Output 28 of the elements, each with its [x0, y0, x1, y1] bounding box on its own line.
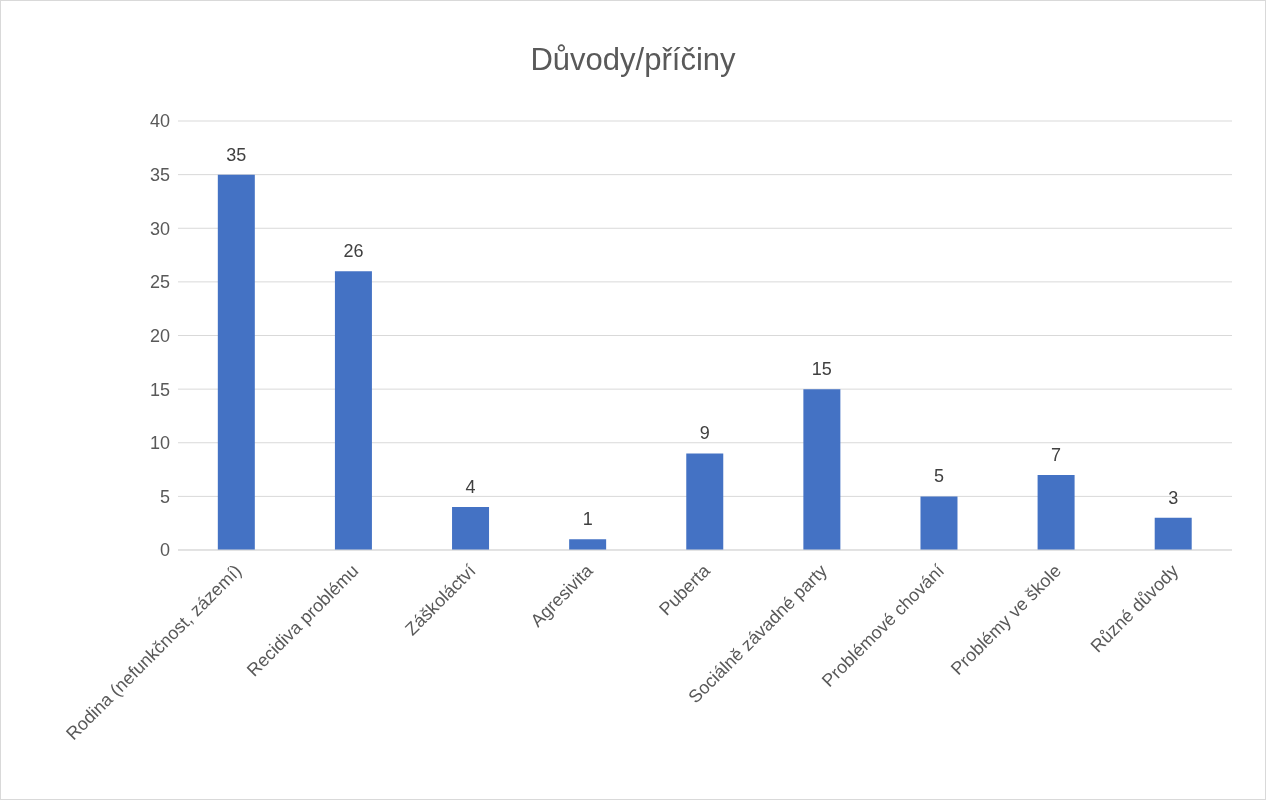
bar — [569, 539, 607, 550]
y-tick-label: 35 — [149, 165, 170, 186]
y-tick-label: 10 — [149, 433, 170, 454]
bar — [686, 453, 724, 550]
data-label: 35 — [226, 144, 247, 165]
bar — [1037, 474, 1075, 550]
data-label: 5 — [933, 466, 944, 487]
bar — [334, 271, 372, 550]
bar — [803, 389, 841, 550]
data-label: 9 — [699, 423, 710, 444]
y-tick-label: 30 — [149, 218, 170, 239]
data-label: 7 — [1051, 444, 1062, 465]
y-tick-label: 20 — [149, 325, 170, 346]
y-tick-label: 15 — [149, 379, 170, 400]
data-label: 1 — [582, 509, 593, 530]
data-label: 3 — [1168, 487, 1179, 508]
bar — [920, 496, 958, 550]
bar — [452, 507, 490, 550]
y-tick-label: 5 — [159, 486, 170, 507]
y-tick-label: 0 — [159, 540, 170, 561]
data-label: 4 — [465, 477, 476, 498]
chart-title: Důvody/příčiny — [529, 42, 737, 78]
y-tick-label: 25 — [149, 272, 170, 293]
y-tick-label: 40 — [149, 111, 170, 132]
data-label: 15 — [811, 359, 832, 380]
data-label: 26 — [343, 241, 364, 262]
bar — [217, 174, 255, 550]
bar — [1154, 517, 1192, 550]
